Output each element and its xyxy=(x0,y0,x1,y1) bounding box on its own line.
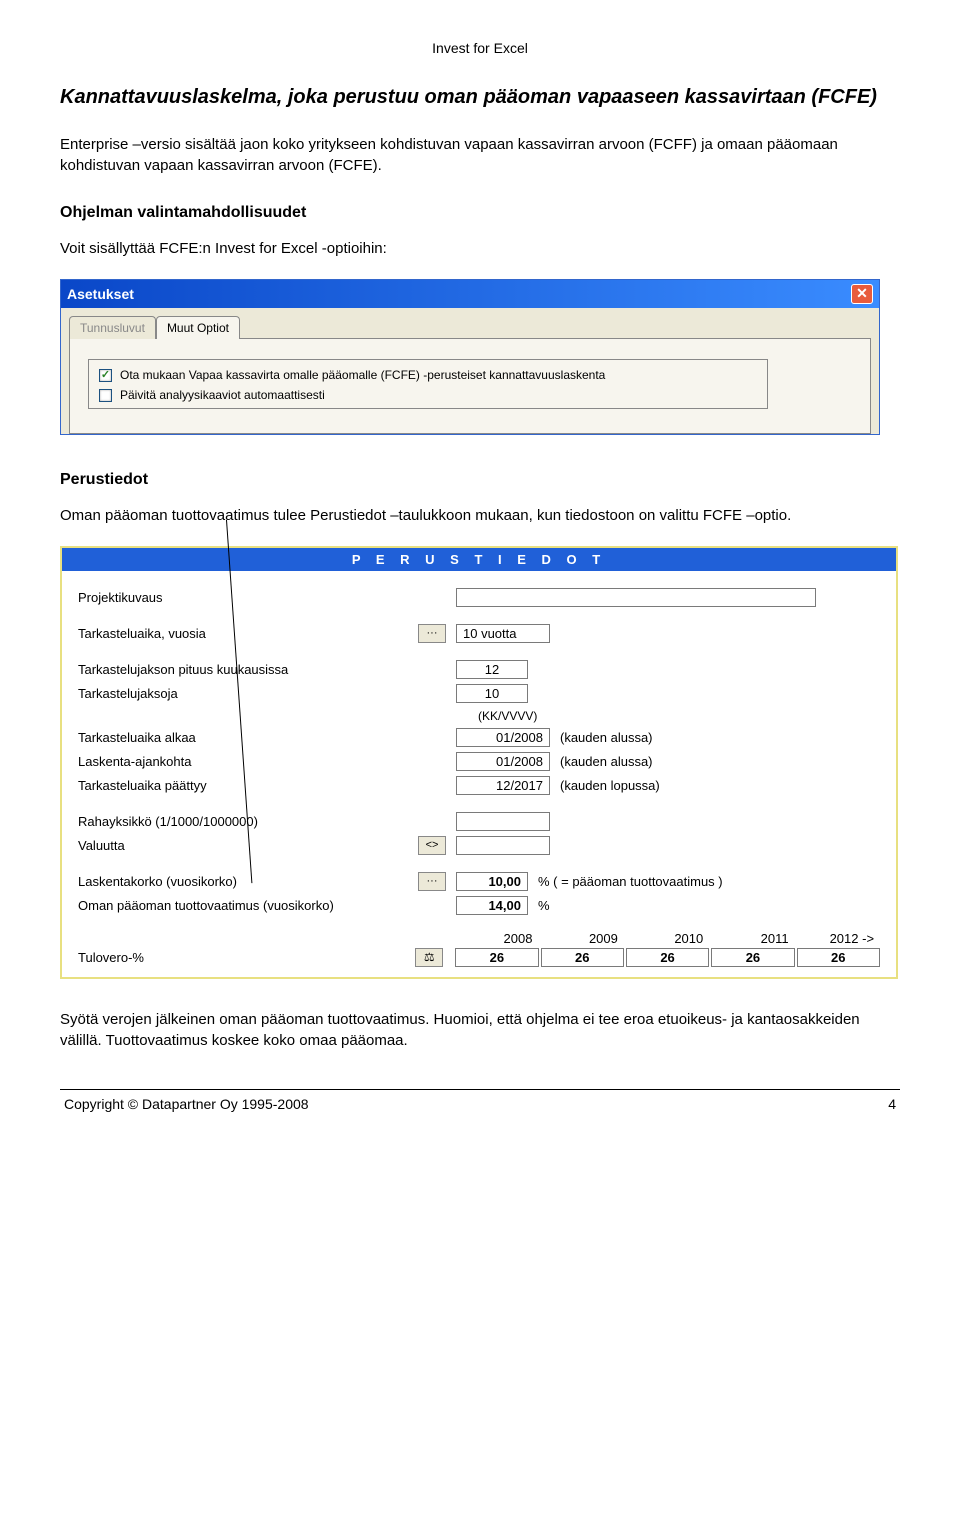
checkbox-auto-update[interactable] xyxy=(99,389,112,402)
label-alkaa: Tarkasteluaika alkaa xyxy=(78,730,418,745)
settings-dialog: Asetukset ✕ Tunnusluvut Muut Optiot Ota … xyxy=(60,279,880,435)
perustiedot-panel: P E R U S T I E D O T Projektikuvaus Tar… xyxy=(60,546,898,979)
label-tarkasteluaika-vuosia: Tarkasteluaika, vuosia xyxy=(78,626,418,641)
tax-cell-4[interactable]: 26 xyxy=(797,948,880,967)
checkbox-fcfe[interactable] xyxy=(99,369,112,382)
options-box: Ota mukaan Vapaa kassavirta omalle pääom… xyxy=(88,359,768,409)
section2-heading: Ohjelman valintamahdollisuudet xyxy=(60,204,900,222)
years-header-row: 2008 2009 2010 2011 2012 -> xyxy=(78,931,880,946)
input-jaksoja[interactable]: 10 xyxy=(456,684,528,703)
note-laskenta: (kauden alussa) xyxy=(560,754,653,769)
dialog-title: Asetukset xyxy=(67,286,134,302)
button-valuutta-swap[interactable]: <> xyxy=(418,836,446,855)
year-2008: 2008 xyxy=(453,931,538,946)
input-valuutta[interactable] xyxy=(456,836,550,855)
note-paattyy: (kauden lopussa) xyxy=(560,778,660,793)
input-laskentakorko[interactable]: 10,00 xyxy=(456,872,528,891)
label-projektikuvaus: Projektikuvaus xyxy=(78,590,418,605)
button-years-more[interactable]: ··· xyxy=(418,624,446,643)
tab-muut-optiot[interactable]: Muut Optiot xyxy=(156,316,240,339)
section3-para: Oman pääoman tuottovaatimus tulee Perust… xyxy=(60,505,900,526)
checkbox-auto-update-label: Päivitä analyysikaaviot automaattisesti xyxy=(120,388,325,402)
section3-heading: Perustiedot xyxy=(60,471,900,489)
footer-divider xyxy=(60,1089,900,1090)
input-oman-paaoman[interactable]: 14,00 xyxy=(456,896,528,915)
year-2009: 2009 xyxy=(538,931,623,946)
section2-para: Voit sisällyttää FCFE:n Invest for Excel… xyxy=(60,238,900,259)
input-rahayksikko[interactable] xyxy=(456,812,550,831)
year-2010: 2010 xyxy=(624,931,709,946)
tax-cell-3[interactable]: 26 xyxy=(711,948,794,967)
input-projektikuvaus[interactable] xyxy=(456,588,816,607)
checkbox-fcfe-label: Ota mukaan Vapaa kassavirta omalle pääom… xyxy=(120,368,605,382)
note-oman-paaoman: % xyxy=(538,898,550,913)
label-laskentakorko: Laskentakorko (vuosikorko) xyxy=(78,874,418,889)
section4-para: Syötä verojen jälkeinen oman pääoman tuo… xyxy=(60,1009,900,1051)
tab-tunnusluvut[interactable]: Tunnusluvut xyxy=(69,316,156,339)
dialog-tabs: Tunnusluvut Muut Optiot xyxy=(69,316,871,339)
footer-copyright: Copyright © Datapartner Oy 1995-2008 xyxy=(64,1096,309,1112)
tax-cell-0[interactable]: 26 xyxy=(455,948,538,967)
label-oman-paaoman: Oman pääoman tuottovaatimus (vuosikorko) xyxy=(78,898,418,913)
close-button[interactable]: ✕ xyxy=(851,284,873,304)
note-alkaa: (kauden alussa) xyxy=(560,730,653,745)
label-kkvvvv: (KK/VVVV) xyxy=(478,709,880,723)
dialog-titlebar: Asetukset ✕ xyxy=(61,280,879,308)
input-alkaa[interactable]: 01/2008 xyxy=(456,728,550,747)
year-2011: 2011 xyxy=(709,931,794,946)
tax-cell-1[interactable]: 26 xyxy=(541,948,624,967)
input-laskenta[interactable]: 01/2008 xyxy=(456,752,550,771)
tax-row: Tulovero-% ⚖ 26 26 26 26 26 xyxy=(78,948,880,967)
perustiedot-title: P E R U S T I E D O T xyxy=(62,548,896,571)
section1-heading: Kannattavuuslaskelma, joka perustuu oman… xyxy=(60,84,900,110)
input-jakson-pituus[interactable]: 12 xyxy=(456,660,528,679)
label-jakson-pituus: Tarkastelujakson pituus kuukausissa xyxy=(78,662,418,677)
year-2012: 2012 -> xyxy=(795,931,880,946)
section1-para: Enterprise –versio sisältää jaon koko yr… xyxy=(60,134,900,176)
footer: Copyright © Datapartner Oy 1995-2008 4 xyxy=(60,1096,900,1112)
document-header: Invest for Excel xyxy=(60,40,900,56)
label-laskenta: Laskenta-ajankohta xyxy=(78,754,418,769)
label-paattyy: Tarkasteluaika päättyy xyxy=(78,778,418,793)
input-years[interactable]: 10 vuotta xyxy=(456,624,550,643)
tax-cell-2[interactable]: 26 xyxy=(626,948,709,967)
label-jaksoja: Tarkastelujaksoja xyxy=(78,686,418,701)
note-laskentakorko: % ( = pääoman tuottovaatimus ) xyxy=(538,874,723,889)
label-tulovero: Tulovero-% xyxy=(78,950,415,965)
button-laskentakorko-more[interactable]: ··· xyxy=(418,872,446,891)
scale-icon[interactable]: ⚖ xyxy=(415,948,443,967)
tab-panel: Ota mukaan Vapaa kassavirta omalle pääom… xyxy=(69,338,871,434)
input-paattyy[interactable]: 12/2017 xyxy=(456,776,550,795)
footer-page: 4 xyxy=(888,1096,896,1112)
